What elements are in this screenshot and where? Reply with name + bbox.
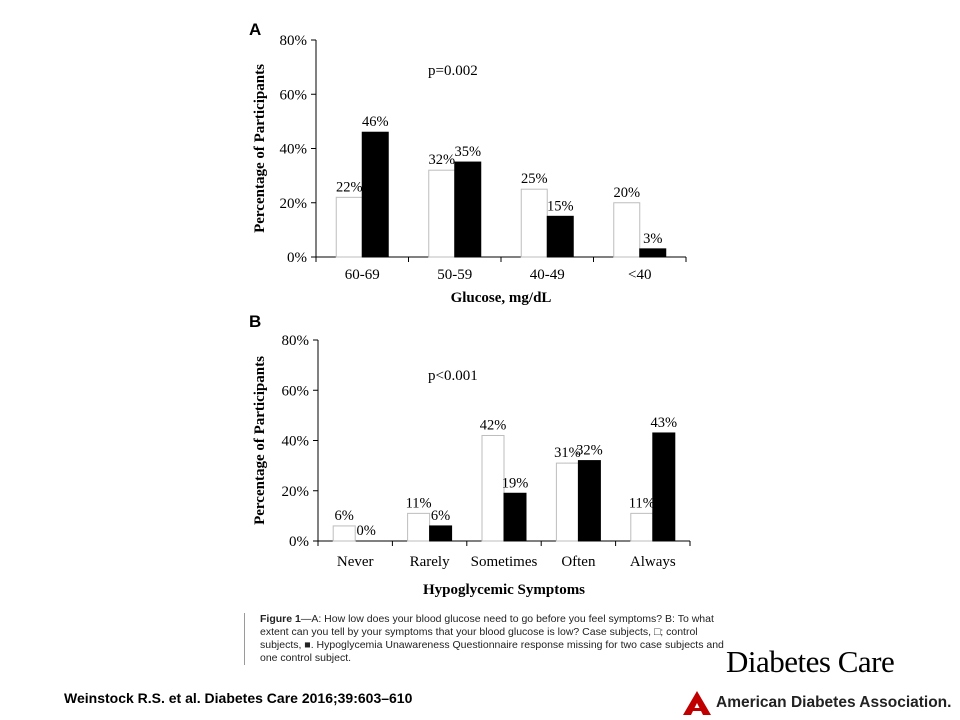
control-bar-6069 [361, 131, 389, 258]
association-name: American Diabetes Association. [716, 694, 952, 711]
control-bar-often [577, 460, 601, 542]
journal-logo: Diabetes Care [726, 644, 895, 680]
journal-name: Diabetes Care [726, 644, 895, 679]
citation: Weinstock R.S. et al. Diabetes Care 2016… [64, 690, 413, 706]
data-label: 0% [357, 523, 376, 539]
data-label: 11% [406, 495, 432, 511]
y-tick-label: 60% [282, 383, 310, 399]
data-label: 25% [521, 171, 548, 187]
panel-letter-a: A [249, 20, 261, 39]
data-label: 6% [431, 508, 450, 524]
y-tick-label: 20% [280, 196, 308, 212]
x-tick-label: Always [630, 554, 676, 570]
data-label: 6% [335, 508, 354, 524]
data-label: 42% [480, 417, 507, 433]
y-tick-label: 0% [289, 534, 309, 550]
data-label: 19% [502, 475, 529, 491]
control-bar-4049 [546, 215, 574, 258]
case-bar-4049 [520, 188, 548, 258]
bar-charts: A0%20%40%60%80%22%46%60-6932%35%50-5925%… [249, 20, 691, 598]
data-label: 20% [613, 185, 640, 201]
y-tick-label: 0% [287, 250, 307, 266]
case-bar-sometimes [481, 434, 505, 542]
y-tick-label: 20% [282, 484, 310, 500]
data-label: 43% [651, 415, 678, 431]
data-label: 15% [547, 198, 574, 214]
data-label: 3% [643, 231, 662, 247]
y-tick-label: 60% [280, 87, 308, 103]
data-label: 22% [336, 179, 363, 195]
data-label: 31% [554, 445, 581, 461]
y-tick-label: 40% [280, 142, 308, 158]
x-tick-label: Rarely [410, 554, 450, 570]
case-bar-40 [613, 202, 641, 258]
figure-label: Figure 1 [260, 613, 301, 625]
panel-letter-b: B [249, 312, 261, 331]
y-tick-label: 80% [282, 333, 310, 349]
x-tick-label: <40 [628, 267, 651, 283]
data-label: 46% [362, 114, 389, 130]
case-bar-5059 [428, 169, 456, 258]
control-bar-sometimes [503, 492, 527, 542]
figure-caption-text: —A: How low does your blood glucose need… [260, 613, 724, 664]
x-axis-title: Hypoglycemic Symptoms [423, 582, 585, 598]
y-tick-label: 80% [280, 33, 308, 49]
case-bar-often [555, 462, 579, 542]
case-bar-always [630, 512, 654, 542]
x-tick-label: Often [561, 554, 596, 570]
p-value: p<0.001 [428, 368, 478, 384]
y-axis-title: Percentage of Participants [252, 64, 268, 233]
x-axis-title: Glucose, mg/dL [451, 290, 552, 306]
data-label: 32% [428, 152, 455, 168]
y-axis-title: Percentage of Participants [252, 356, 268, 525]
case-bar-never [332, 525, 356, 542]
x-tick-label: Never [337, 554, 374, 570]
control-bar-40 [639, 248, 667, 258]
ada-logo-icon [683, 691, 711, 715]
x-tick-label: 60-69 [345, 267, 380, 283]
control-bar-rarely [429, 525, 453, 542]
case-bar-6069 [335, 196, 363, 258]
control-bar-always [652, 432, 676, 542]
y-tick-label: 40% [282, 434, 310, 450]
control-bar-5059 [454, 161, 482, 258]
data-label: 32% [576, 443, 603, 459]
data-label: 11% [629, 495, 655, 511]
x-tick-label: 40-49 [530, 267, 565, 283]
x-tick-label: Sometimes [471, 554, 538, 570]
figure-caption: Figure 1—A: How low does your blood gluc… [244, 613, 730, 665]
case-bar-rarely [407, 512, 431, 542]
p-value: p=0.002 [428, 63, 478, 79]
data-label: 35% [454, 144, 481, 160]
x-tick-label: 50-59 [437, 267, 472, 283]
